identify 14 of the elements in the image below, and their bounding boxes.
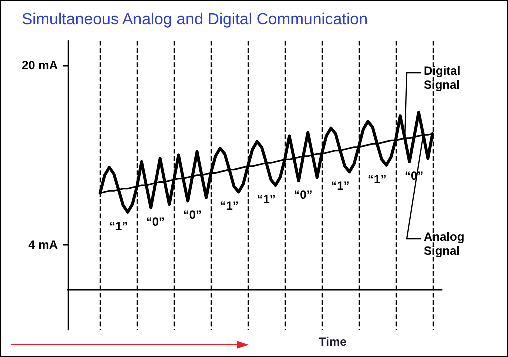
annotation: “0” xyxy=(294,188,313,202)
y-tick-label: 20 mA xyxy=(22,58,58,73)
chart-title: Simultaneous Analog and Digital Communication xyxy=(22,12,368,28)
annotation: “1” xyxy=(368,172,387,186)
x-axis-title: Time xyxy=(319,335,348,349)
annotation: “0” xyxy=(183,208,202,222)
y-tick-label: 4 mA xyxy=(28,238,58,252)
annotation: “0” xyxy=(146,214,166,229)
annotation: “1” xyxy=(109,219,128,234)
annotation: “1” xyxy=(220,199,239,214)
text: Analog Signal xyxy=(424,230,465,258)
series-label: Digital Signal xyxy=(424,64,461,92)
annotation: “1” xyxy=(331,179,350,194)
annotation: “1” xyxy=(257,192,276,206)
